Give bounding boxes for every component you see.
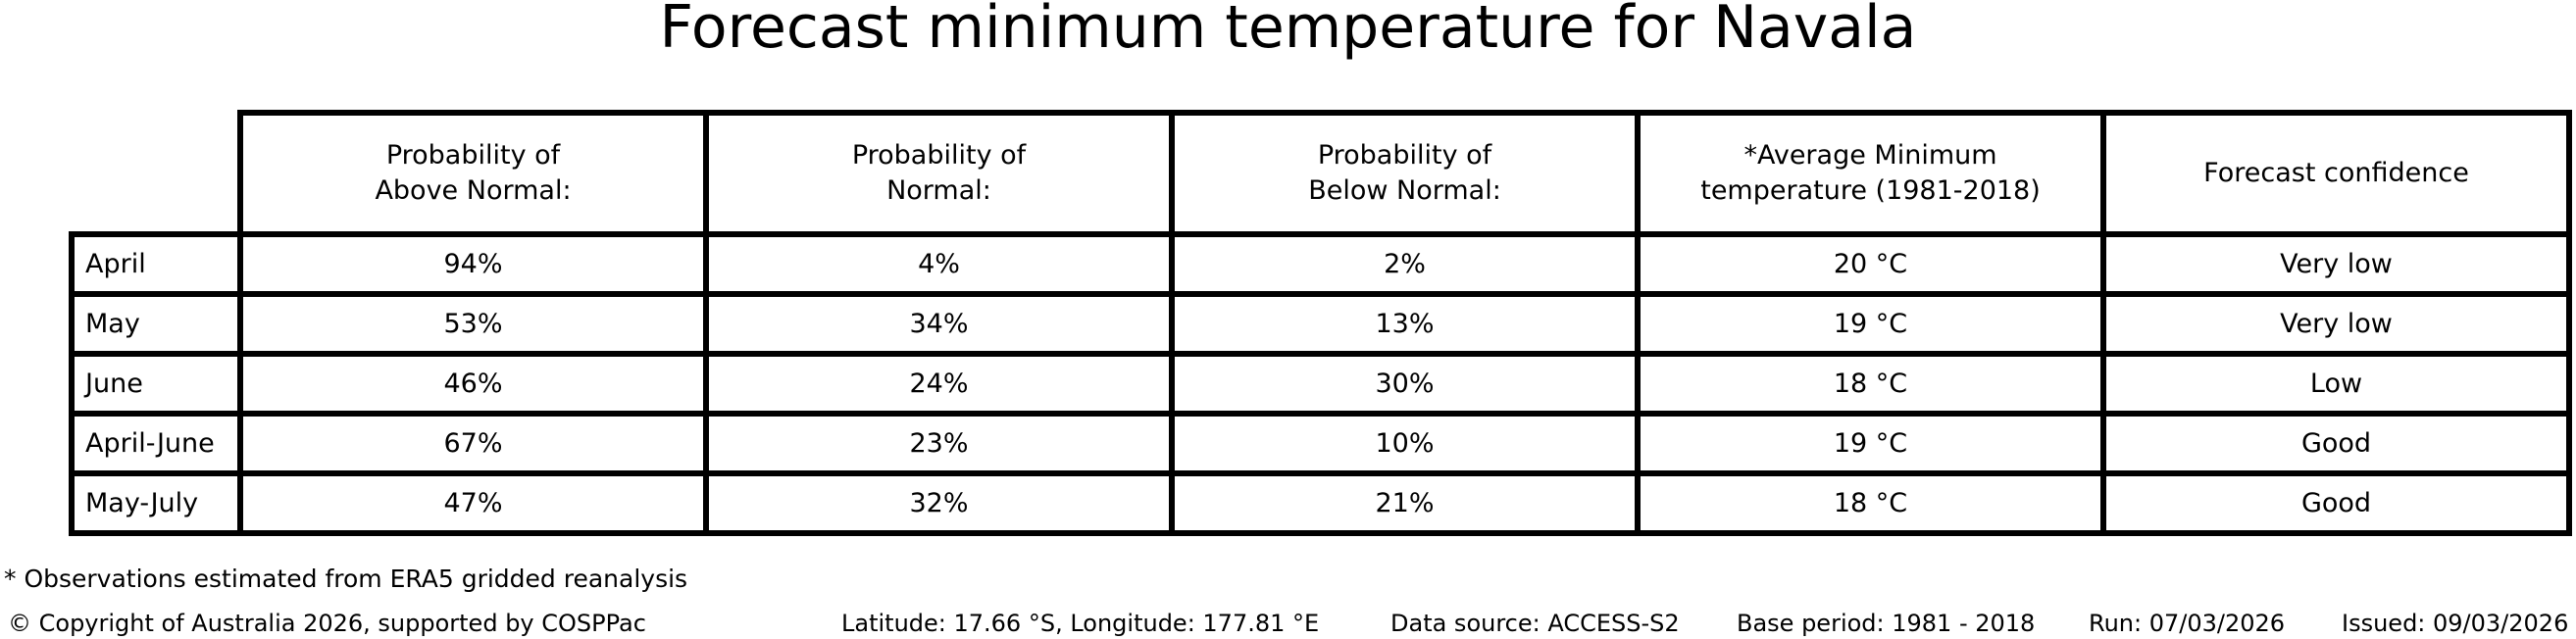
forecast-table: Probability of Above Normal: Probability… [69,110,2572,536]
base-period-text: Base period: 1981 - 2018 [1737,610,2036,637]
row-label: May [69,291,243,357]
cell-above-normal: 53% [237,291,709,357]
cell-below-normal: 21% [1169,470,1641,536]
cell-average-min-temp: 19 °C [1635,411,2106,476]
row-label: May-July [69,470,243,536]
cell-above-normal: 46% [237,351,709,417]
cell-above-normal: 94% [237,231,709,297]
cell-normal: 4% [703,231,1175,297]
cell-average-min-temp: 19 °C [1635,291,2106,357]
corner-empty-cell [72,113,240,234]
table-row-april-june: April-June 67% 23% 10% 19 °C Good [69,411,2572,476]
latitude-longitude-text: Latitude: 17.66 °S, Longitude: 177.81 °E [841,610,1320,637]
cell-average-min-temp: 18 °C [1635,351,2106,417]
cell-forecast-confidence: Very low [2100,231,2572,297]
cell-normal: 32% [703,470,1175,536]
cell-below-normal: 2% [1169,231,1641,297]
cell-below-normal: 30% [1169,351,1641,417]
table-row-april: April 94% 4% 2% 20 °C Very low [69,231,2572,297]
cell-forecast-confidence: Good [2100,411,2572,476]
run-date-text: Run: 07/03/2026 [2089,610,2286,637]
issued-date-text: Issued: 09/03/2026 [2342,610,2569,637]
observations-footnote: * Observations estimated from ERA5 gridd… [4,565,688,593]
cell-below-normal: 10% [1169,411,1641,476]
row-label: April-June [69,411,243,476]
table-row-may-july: May-July 47% 32% 21% 18 °C Good [69,470,2572,536]
table-row-may: May 53% 34% 13% 19 °C Very low [69,291,2572,357]
cell-below-normal: 13% [1169,291,1641,357]
cell-above-normal: 67% [237,411,709,476]
column-header-above-normal: Probability of Above Normal: [237,110,709,237]
table-header-row: Probability of Above Normal: Probability… [72,110,2572,237]
page-title: Forecast minimum temperature for Navala [659,0,1917,62]
table-row-june: June 46% 24% 30% 18 °C Low [69,351,2572,417]
cell-forecast-confidence: Very low [2100,291,2572,357]
column-header-below-normal: Probability of Below Normal: [1169,110,1641,237]
column-header-average-min-temp: *Average Minimum temperature (1981-2018) [1635,110,2106,237]
cell-average-min-temp: 20 °C [1635,231,2106,297]
cell-normal: 24% [703,351,1175,417]
data-source-text: Data source: ACCESS-S2 [1390,610,1680,637]
copyright-text: © Copyright of Australia 2026, supported… [8,610,646,637]
cell-normal: 34% [703,291,1175,357]
row-label: June [69,351,243,417]
column-header-normal: Probability of Normal: [703,110,1175,237]
row-label: April [69,231,243,297]
cell-normal: 23% [703,411,1175,476]
cell-average-min-temp: 18 °C [1635,470,2106,536]
cell-forecast-confidence: Low [2100,351,2572,417]
cell-above-normal: 47% [237,470,709,536]
column-header-forecast-confidence: Forecast confidence [2100,110,2572,237]
cell-forecast-confidence: Good [2100,470,2572,536]
